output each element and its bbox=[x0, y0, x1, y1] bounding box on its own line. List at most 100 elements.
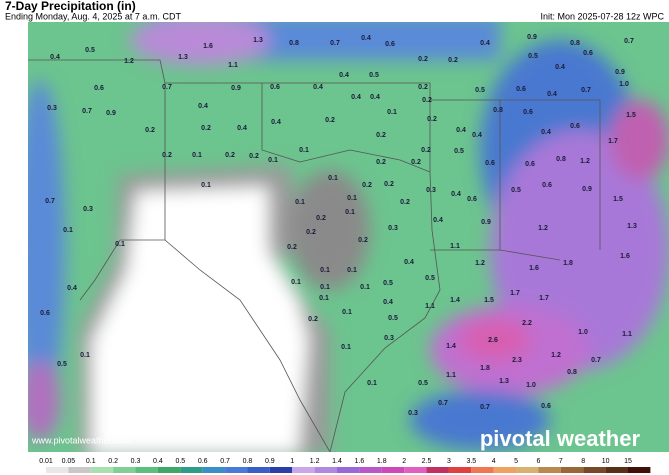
map-value-label: 1.6 bbox=[529, 265, 539, 272]
map-value-label: 0.2 bbox=[306, 229, 316, 236]
map-value-label: 0.4 bbox=[383, 299, 393, 306]
map-value-label: 0.1 bbox=[192, 152, 202, 159]
colorbar-swatch bbox=[628, 467, 651, 473]
map-value-label: 0.1 bbox=[115, 241, 125, 248]
map-value-label: 1.2 bbox=[551, 352, 561, 359]
map-value-label: 0.6 bbox=[40, 310, 50, 317]
map-value-label: 0.4 bbox=[67, 285, 77, 292]
map-value-label: 0.3 bbox=[388, 225, 398, 232]
map-value-label: 0.5 bbox=[383, 280, 393, 287]
map-value-label: 0.4 bbox=[456, 127, 466, 134]
map-value-label: 0.4 bbox=[198, 103, 208, 110]
map-value-label: 0.7 bbox=[330, 40, 340, 47]
map-value-label: 0.6 bbox=[94, 85, 104, 92]
colorbar-label: 5 bbox=[514, 458, 518, 465]
map-value-label: 0.3 bbox=[47, 105, 57, 112]
colorbar-label: 0.05 bbox=[62, 458, 76, 465]
map-value-label: 0.8 bbox=[289, 40, 299, 47]
map-value-label: 0.2 bbox=[411, 159, 421, 166]
map-value-label: 0.1 bbox=[80, 352, 90, 359]
map-value-label: 1.0 bbox=[578, 329, 588, 336]
colorbar-label: 1.4 bbox=[332, 458, 342, 465]
map-value-label: 0.4 bbox=[50, 54, 60, 61]
colorbar-swatch bbox=[135, 467, 158, 473]
map-value-label: 0.2 bbox=[316, 215, 326, 222]
map-value-label: 0.4 bbox=[472, 132, 482, 139]
colorbar-swatch bbox=[560, 467, 584, 473]
map-value-label: 1.1 bbox=[446, 372, 456, 379]
map-value-label: 0.1 bbox=[320, 267, 330, 274]
map-value-label: 0.4 bbox=[237, 125, 247, 132]
map-value-label: 0.1 bbox=[347, 195, 357, 202]
precip-map bbox=[28, 22, 669, 452]
colorbar: 0.01 0.05 0.1 0.2 0.3 0.4 0.5 0.6 0.7 0.8 0.9 1 1.2 1… bbox=[0, 452, 669, 475]
colorbar-swatch bbox=[426, 467, 449, 473]
map-value-label: 0.7 bbox=[480, 404, 490, 411]
colorbar-swatch bbox=[225, 467, 248, 473]
map-value-label: 1.3 bbox=[178, 54, 188, 61]
map-value-label: 0.5 bbox=[528, 53, 538, 60]
map-value-label: 0.2 bbox=[384, 181, 394, 188]
map-value-label: 1.3 bbox=[253, 37, 263, 44]
map-value-label: 0.5 bbox=[425, 275, 435, 282]
map-value-label: 0.2 bbox=[400, 199, 410, 206]
map-value-label: 0.5 bbox=[418, 380, 428, 387]
map-value-label: 0.2 bbox=[308, 316, 318, 323]
map-value-label: 0.1 bbox=[347, 267, 357, 274]
colorbar-label: 0.9 bbox=[265, 458, 275, 465]
map-value-label: 0.5 bbox=[85, 47, 95, 54]
map-value-label: 0.2 bbox=[249, 153, 259, 160]
map-value-label: 0.9 bbox=[582, 186, 592, 193]
site-url: www.pivotalweather.com bbox=[31, 435, 131, 445]
map-value-label: 0.1 bbox=[63, 227, 73, 234]
colorbar-swatch bbox=[90, 467, 114, 473]
map-value-label: 0.1 bbox=[360, 284, 370, 291]
map-value-label: 1.1 bbox=[450, 243, 460, 250]
map-value-label: 0.2 bbox=[427, 116, 437, 123]
colorbar-swatch bbox=[381, 467, 405, 473]
map-value-label: 0.1 bbox=[295, 199, 305, 206]
colorbar-label: 3.5 bbox=[466, 458, 476, 465]
colorbar-label: 0.5 bbox=[175, 458, 185, 465]
map-value-label: 0.4 bbox=[547, 91, 557, 98]
map-value-label: 0.1 bbox=[319, 295, 329, 302]
map-value-label: 0.1 bbox=[268, 157, 278, 164]
map-value-label: 0.5 bbox=[454, 148, 464, 155]
colorbar-swatch bbox=[46, 467, 69, 473]
colorbar-label: 10 bbox=[602, 458, 610, 465]
map-value-label: 1.1 bbox=[425, 303, 435, 310]
colorbar-label: 4 bbox=[492, 458, 496, 465]
map-value-label: 0.4 bbox=[339, 72, 349, 79]
colorbar-label: 3 bbox=[447, 458, 451, 465]
map-value-label: 0.2 bbox=[376, 132, 386, 139]
map-value-label: 0.2 bbox=[362, 182, 372, 189]
logo: pivotal weather bbox=[480, 426, 641, 451]
map-value-label: 0.4 bbox=[351, 94, 361, 101]
map-value-label: 0.6 bbox=[542, 182, 552, 189]
map-value-label: 0.4 bbox=[361, 35, 371, 42]
map-value-label: 1.3 bbox=[627, 223, 637, 230]
colorbar-label: 0.3 bbox=[131, 458, 141, 465]
map-value-label: 0.6 bbox=[516, 86, 526, 93]
colorbar-swatch bbox=[493, 467, 517, 473]
map-value-label: 1.8 bbox=[563, 260, 573, 267]
map-value-label: 2.6 bbox=[488, 337, 498, 344]
map-value-label: 0.1 bbox=[342, 309, 352, 316]
map-value-label: 0.9 bbox=[481, 219, 491, 226]
map-value-label: 0.1 bbox=[328, 175, 338, 182]
map-value-label: 0.1 bbox=[341, 344, 351, 351]
map-value-label: 1.0 bbox=[619, 81, 629, 88]
map-value-label: 0.2 bbox=[418, 56, 428, 63]
colorbar-label: 6 bbox=[537, 458, 541, 465]
map-value-label: 0.6 bbox=[541, 403, 551, 410]
colorbar-swatch bbox=[180, 467, 203, 473]
map-value-label: 0.7 bbox=[438, 400, 448, 407]
map-value-label: 0.2 bbox=[287, 244, 297, 251]
colorbar-label: 0.2 bbox=[108, 458, 118, 465]
colorbar-swatch bbox=[359, 467, 382, 473]
colorbar-swatch bbox=[314, 467, 337, 473]
map-value-label: 0.8 bbox=[570, 40, 580, 47]
map-value-label: 0.1 bbox=[291, 279, 301, 286]
map-value-label: 0.1 bbox=[299, 147, 309, 154]
